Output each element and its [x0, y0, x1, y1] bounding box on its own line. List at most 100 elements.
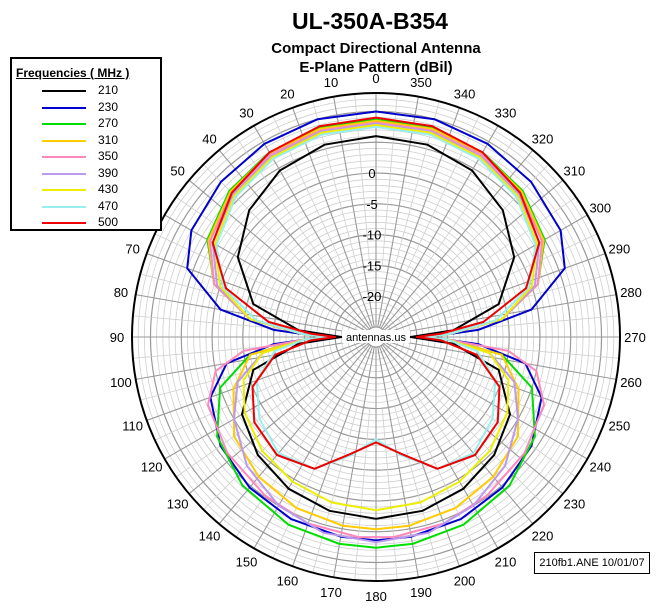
grid-spoke — [164, 214, 368, 333]
legend-swatch — [42, 205, 86, 208]
angle-tick-label: 290 — [609, 241, 631, 256]
angle-tick-label: 110 — [122, 419, 143, 434]
grid-spoke — [426, 164, 549, 287]
angle-tick-label: 120 — [141, 460, 163, 475]
radial-tick-label: -15 — [363, 258, 382, 273]
center-label-bg — [342, 330, 410, 343]
grid-spoke — [378, 107, 460, 328]
angle-tick-label: 220 — [532, 528, 554, 543]
angle-tick-label: 320 — [532, 132, 554, 147]
legend-swatch — [42, 156, 86, 158]
legend-swatch — [42, 123, 86, 125]
legend-label: 230 — [97, 99, 118, 114]
chart-subtitle: Compact Directional Antenna — [271, 40, 481, 57]
grid-spoke — [354, 408, 371, 581]
angle-tick-label: 260 — [620, 375, 642, 390]
grid-spoke — [272, 115, 347, 273]
plot-border — [131, 92, 621, 582]
angle-tick-label: 50 — [170, 164, 184, 179]
legend-label: 430 — [97, 182, 118, 196]
grid-spoke — [272, 401, 347, 559]
grid-spoke — [382, 344, 534, 525]
grid-spoke — [445, 273, 612, 319]
grid-spoke — [445, 355, 612, 401]
legend-item-390: 390 — [12, 166, 162, 182]
file-stamp: 210fb1.ANE 10/01/07 — [534, 552, 650, 574]
legend-swatch — [42, 222, 86, 224]
grid-spoke — [135, 338, 367, 380]
grid-spoke — [175, 196, 318, 297]
radial-tick-label: -20 — [363, 289, 382, 304]
legend-item-470: 470 — [12, 199, 162, 215]
angle-tick-label: 280 — [620, 285, 642, 300]
grid-spoke — [203, 387, 326, 510]
grid-spoke — [405, 115, 480, 273]
angle-tick-label: 90 — [110, 330, 124, 345]
angle-tick-label: 250 — [609, 419, 631, 434]
legend-label: 500 — [97, 215, 118, 229]
legend-swatch — [42, 90, 86, 92]
series-230 — [186, 110, 566, 542]
grid-spoke — [383, 179, 564, 331]
angle-tick-label: 240 — [589, 460, 611, 475]
legend-label: 270 — [97, 116, 118, 130]
grid-spoke — [383, 343, 564, 495]
grid-spoke — [377, 96, 419, 328]
angle-tick-label: 80 — [114, 285, 128, 300]
angle-tick-label: 20 — [280, 87, 294, 102]
angle-tick-label: 200 — [454, 573, 476, 588]
grid-spoke — [385, 253, 606, 335]
legend-item-350: 350 — [12, 149, 162, 165]
legend-item-270: 270 — [12, 116, 162, 132]
legend-title: Frequencies ( MHz ) — [16, 66, 130, 80]
series-430 — [213, 124, 539, 512]
angle-tick-label: 340 — [454, 87, 476, 102]
radial-tick-label: 0 — [368, 166, 375, 181]
grid-spoke — [253, 345, 372, 549]
grid-spoke — [416, 395, 517, 538]
grid-spoke — [235, 136, 336, 279]
grid-spoke — [333, 96, 375, 328]
grid-spoke — [132, 315, 305, 332]
grid-spoke — [377, 346, 419, 578]
angle-tick-label: 190 — [410, 585, 432, 600]
grid-spoke — [385, 338, 617, 380]
angle-tick-label: 140 — [199, 528, 221, 543]
angle-tick-label: 100 — [110, 375, 132, 390]
grid-spoke — [312, 406, 358, 573]
legend-swatch — [42, 172, 86, 175]
angle-tick-label: 0 — [372, 71, 379, 86]
legend-label: 390 — [97, 165, 118, 180]
legend-label: 350 — [97, 149, 118, 163]
grid-spoke — [333, 346, 375, 578]
angle-tick-label: 180 — [365, 589, 387, 604]
angle-tick-label: 170 — [320, 585, 342, 600]
grid-spoke — [434, 196, 577, 297]
angle-tick-label: 160 — [277, 573, 299, 588]
angle-tick-label: 330 — [495, 106, 517, 121]
angle-tick-label: 300 — [589, 201, 611, 216]
radial-tick-label: -10 — [363, 228, 382, 243]
angle-tick-label: 230 — [564, 496, 586, 511]
legend: Frequencies ( MHz ) 210 230 270 310 350 390 43… — [10, 57, 162, 231]
angle-tick-label: 10 — [324, 75, 338, 90]
angle-tick-label: 70 — [125, 241, 139, 256]
legend-item-500: 500 — [12, 215, 162, 231]
grid-spoke — [405, 401, 480, 559]
legend-label: 470 — [97, 198, 118, 213]
grid-spoke — [154, 233, 312, 308]
grid-spoke — [164, 341, 368, 460]
angle-tick-label: 40 — [202, 132, 216, 147]
angle-tick-label: 310 — [564, 164, 586, 179]
grid-spoke — [380, 345, 499, 549]
legend-swatch — [42, 139, 86, 142]
center-label: antennas.us — [346, 332, 406, 344]
series-500 — [211, 116, 541, 470]
legend-item-210: 210 — [12, 83, 162, 99]
grid-spoke — [447, 315, 620, 332]
legend-label: 210 — [97, 83, 118, 97]
grid-spoke — [188, 179, 369, 331]
chart-subtitle-units: E-Plane Pattern (dBil) — [299, 59, 453, 76]
grid-spoke — [235, 395, 336, 538]
